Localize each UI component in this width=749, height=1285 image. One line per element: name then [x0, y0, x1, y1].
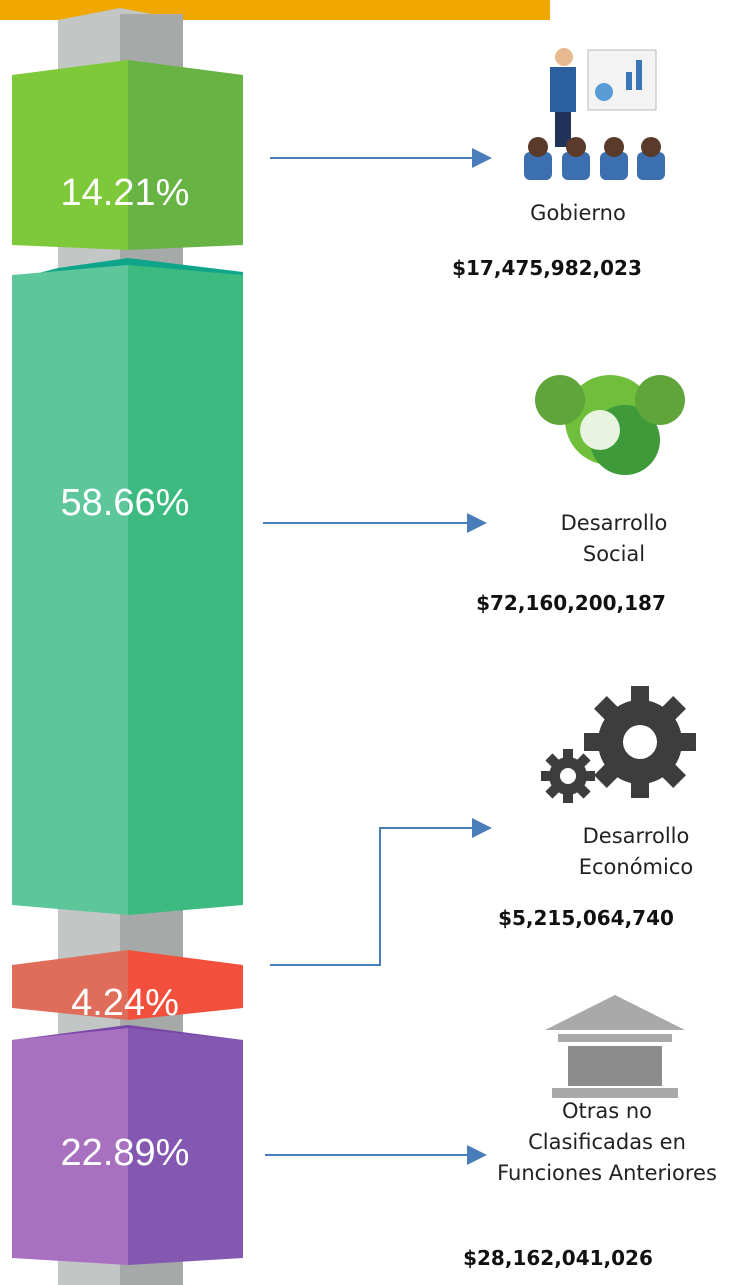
icon-presenter	[524, 48, 665, 180]
percent-label: 14.21%	[61, 172, 190, 214]
amount-label: $17,475,982,023	[452, 256, 642, 280]
percent-label: 4.24%	[71, 982, 179, 1024]
icon-building	[545, 995, 685, 1098]
arrows	[263, 148, 492, 1165]
category-label: Desarrollo	[583, 824, 690, 848]
category-label: Desarrollo	[561, 511, 668, 535]
category-label: Gobierno	[530, 201, 626, 225]
category-label: Clasificadas en	[528, 1130, 686, 1154]
amount-label: $28,162,041,026	[463, 1246, 653, 1270]
category-label: Económico	[579, 855, 694, 879]
percent-label: 22.89%	[61, 1132, 190, 1174]
segment-4	[12, 1028, 243, 1265]
icon-globe-tree	[535, 375, 685, 475]
amount-label: $72,160,200,187	[476, 591, 666, 615]
segment-2	[12, 265, 243, 915]
segment-3	[12, 950, 243, 1020]
amount-label: $5,215,064,740	[498, 906, 674, 930]
percent-label: 58.66%	[61, 482, 190, 524]
category-label: Otras no	[562, 1099, 652, 1123]
category-label: Social	[583, 542, 645, 566]
icon-gears	[541, 686, 696, 803]
category-label: Funciones Anteriores	[497, 1161, 717, 1185]
segment-1	[12, 60, 243, 250]
